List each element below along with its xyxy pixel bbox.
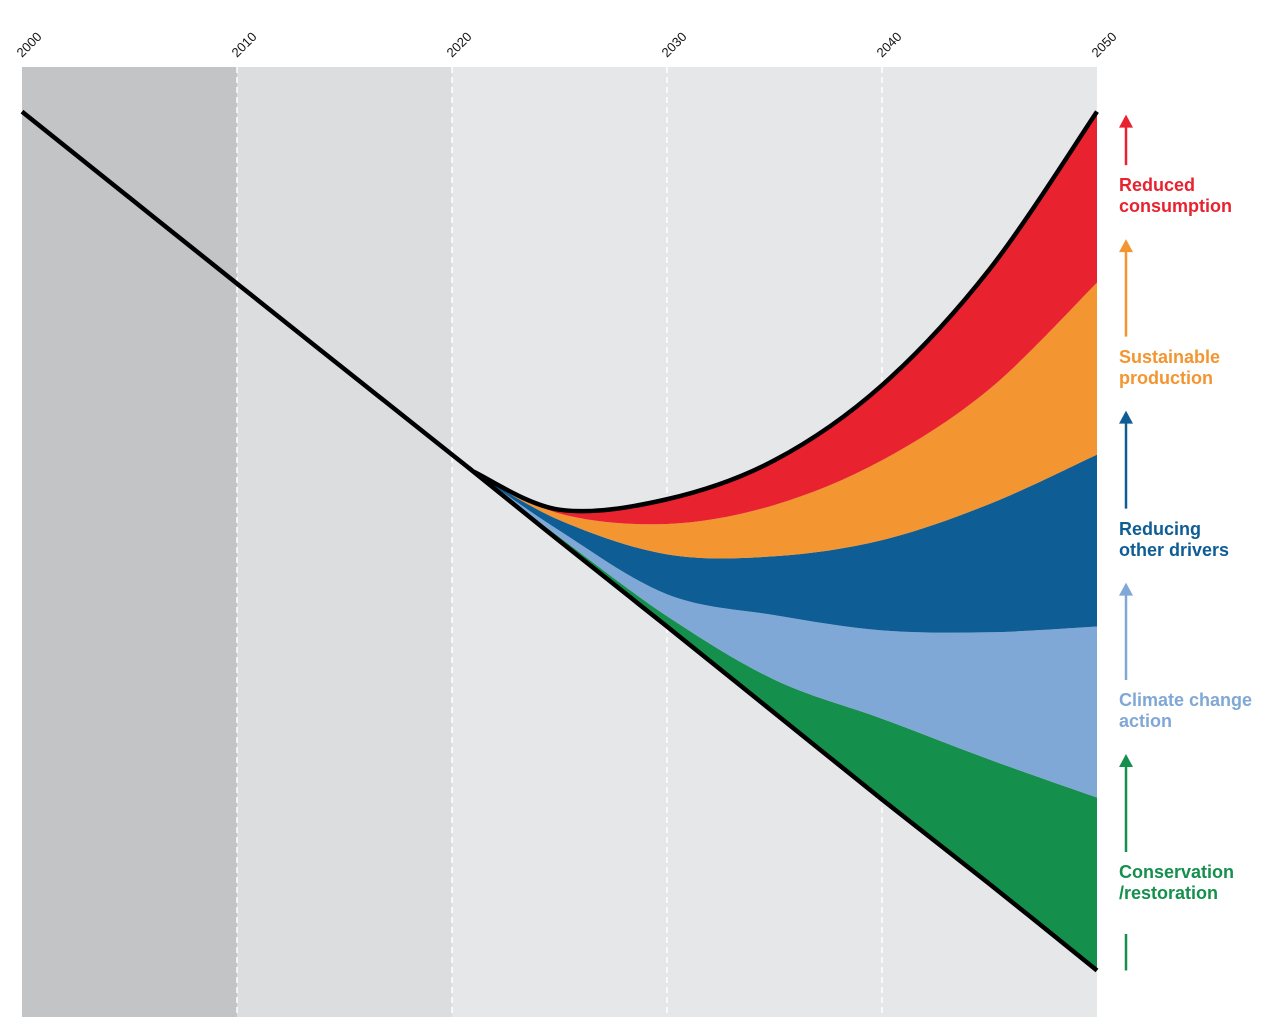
arrow-head: [1119, 582, 1133, 596]
area: [473, 454, 1097, 633]
x-tick-label: 2040: [874, 29, 905, 60]
total-line: [472, 110, 1099, 514]
background-band: [22, 67, 237, 1017]
series-label: Climate change action: [1119, 690, 1253, 732]
series-label: Conservation /restoration: [1119, 862, 1235, 903]
area: [473, 111, 1097, 525]
x-tick-label: 2020: [444, 29, 475, 60]
x-tick-label: 2000: [14, 29, 45, 60]
x-tick-label: 2030: [659, 29, 690, 60]
arrow-head: [1119, 410, 1133, 424]
arrow-head: [1119, 754, 1133, 768]
x-tick-label: 2050: [1089, 29, 1120, 60]
arrow-head: [1119, 239, 1133, 253]
series-label: Reduced consumption: [1119, 175, 1232, 217]
area: [473, 282, 1097, 559]
arrow-head: [1119, 114, 1133, 128]
background-band: [237, 67, 452, 1017]
x-tick-label: 2010: [229, 29, 260, 60]
series-label: Sustainable production: [1119, 346, 1221, 388]
baseline-line: [20, 109, 1099, 973]
series-label: Reducing other drivers: [1119, 518, 1230, 560]
area: [473, 471, 1097, 798]
